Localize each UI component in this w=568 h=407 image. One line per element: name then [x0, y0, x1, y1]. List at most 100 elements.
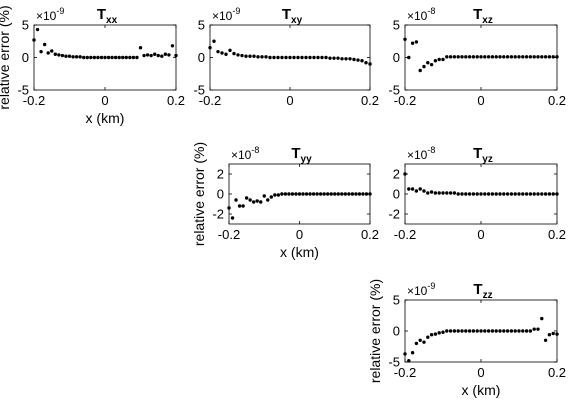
- subplot-title: Tzz: [473, 281, 492, 301]
- x-tick-label: -0.2: [199, 93, 221, 108]
- data-point: [445, 191, 449, 195]
- data-point: [220, 51, 224, 55]
- x-tick-label: 0.2: [548, 227, 566, 242]
- data-point: [39, 49, 43, 54]
- x-axis-label: x (km): [86, 110, 125, 126]
- data-point: [426, 191, 430, 195]
- subplot-title-subscript: zz: [483, 290, 493, 301]
- data-point: [240, 53, 244, 58]
- data-point: [490, 192, 495, 196]
- data-point: [494, 55, 498, 59]
- data-point: [448, 191, 453, 195]
- data-point: [67, 54, 72, 58]
- data-point: [407, 359, 411, 363]
- data-point: [486, 55, 491, 59]
- y-tick-label: -5: [388, 355, 400, 370]
- data-point: [426, 61, 430, 65]
- data-point: [433, 332, 438, 336]
- data-point: [456, 55, 460, 59]
- data-point: [283, 192, 288, 196]
- data-point: [300, 55, 304, 60]
- data-point: [260, 55, 264, 59]
- data-point: [429, 190, 434, 194]
- data-point: [441, 330, 445, 334]
- data-point: [528, 329, 533, 333]
- data-point: [344, 57, 348, 61]
- data-point: [486, 192, 491, 196]
- data-point: [532, 55, 536, 59]
- data-point: [513, 329, 517, 333]
- subplot-yz: -0.2 0 0.2 2 0 -2 ×10-8 Tyz: [388, 145, 566, 242]
- data-point: [315, 192, 319, 196]
- y-tick-label: -2: [212, 207, 224, 222]
- data-point: [316, 55, 320, 60]
- data-point: [490, 55, 495, 59]
- data-point: [276, 55, 280, 60]
- y-tick-label: -5: [388, 83, 400, 98]
- data-point: [276, 193, 281, 197]
- data-point: [452, 329, 457, 333]
- axis-multiplier-exponent: -9: [427, 281, 435, 291]
- data-point: [479, 192, 483, 196]
- axis-multiplier-exponent: -9: [56, 6, 64, 16]
- data-point: [153, 52, 157, 56]
- data-point: [483, 192, 487, 196]
- data-point: [340, 192, 344, 196]
- data-point: [555, 332, 559, 336]
- data-point: [64, 54, 68, 58]
- axis-multiplier: ×10-8: [231, 145, 259, 162]
- data-point: [543, 192, 548, 196]
- data-point: [350, 192, 355, 196]
- data-point: [475, 329, 479, 333]
- data-point: [521, 329, 525, 333]
- data-point: [524, 55, 529, 59]
- data-point: [536, 327, 540, 331]
- data-point: [551, 55, 555, 59]
- data-point: [110, 55, 114, 60]
- data-point: [403, 172, 407, 176]
- data-point: [124, 55, 128, 60]
- data-point: [308, 55, 312, 60]
- x-tick-label: 0: [101, 93, 108, 108]
- data-point: [471, 55, 476, 59]
- data-point: [304, 192, 309, 196]
- data-point: [467, 55, 472, 59]
- data-point: [273, 193, 277, 197]
- y-tick-label: 0: [393, 324, 400, 339]
- data-point: [429, 333, 434, 337]
- data-point: [324, 55, 328, 60]
- data-point: [407, 55, 411, 60]
- data-point: [308, 192, 312, 196]
- axis-multiplier: ×10-8: [407, 145, 435, 162]
- y-axis-label: relative error (%): [0, 5, 12, 109]
- data-point: [96, 55, 100, 60]
- data-point: [410, 187, 415, 191]
- data-point: [284, 55, 288, 60]
- data-point: [479, 329, 483, 333]
- data-point: [347, 192, 351, 196]
- data-point: [320, 55, 324, 60]
- data-point: [364, 192, 369, 196]
- data-point: [294, 192, 298, 196]
- data-point: [145, 53, 150, 57]
- x-tick-label: 0: [286, 93, 293, 108]
- data-point: [403, 352, 407, 356]
- data-point: [78, 55, 82, 59]
- x-tick-label: -0.2: [394, 227, 416, 242]
- data-point: [248, 54, 252, 58]
- data-point: [471, 192, 476, 196]
- data-point: [521, 192, 525, 196]
- data-point: [532, 192, 536, 196]
- data-point: [422, 189, 426, 193]
- y-tick-label: 0: [22, 50, 29, 65]
- x-tick-label: -0.2: [218, 227, 240, 242]
- data-point: [464, 329, 468, 333]
- y-tick-label: 0: [198, 50, 205, 65]
- data-point: [433, 59, 438, 63]
- data-point: [528, 192, 533, 196]
- data-point: [248, 198, 252, 202]
- y-tick-label: 2: [217, 167, 224, 182]
- data-point: [311, 192, 316, 196]
- data-point: [113, 55, 118, 60]
- data-point: [505, 55, 510, 59]
